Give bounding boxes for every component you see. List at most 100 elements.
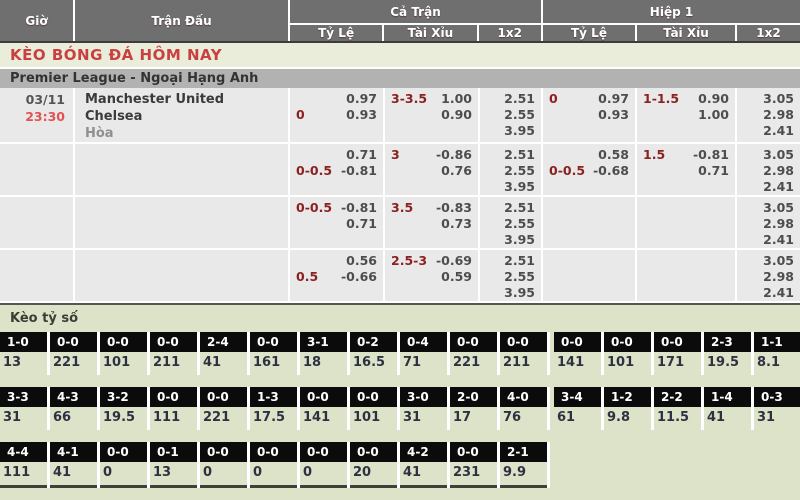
odds-value[interactable]: 2.98 bbox=[763, 269, 794, 284]
score-odds-column[interactable]: 0-0 211 bbox=[150, 332, 200, 375]
odds-line[interactable]: 1.5 -0.81 bbox=[643, 147, 729, 163]
score-odds-column[interactable]: 0-0 221 bbox=[200, 387, 250, 430]
match-teams-cell: Manchester United Chelsea Hòa bbox=[75, 88, 290, 142]
score-odds-column[interactable]: 1-2 9.8 bbox=[604, 387, 654, 430]
score-odds-column[interactable]: 4-0 76 bbox=[500, 387, 550, 430]
score-odds-column[interactable]: 3-2 19.5 bbox=[100, 387, 150, 430]
odds-value[interactable]: 3.05 bbox=[763, 91, 794, 106]
score-odds-column[interactable]: 0-0 141 bbox=[554, 332, 604, 375]
odds-line[interactable]: 0-0.5 -0.68 bbox=[549, 163, 629, 179]
odds-line[interactable]: 0.90 bbox=[391, 107, 472, 123]
odds-line[interactable]: 0.71 bbox=[296, 147, 377, 163]
odds-line[interactable]: 0.76 bbox=[391, 163, 472, 179]
score-odds-column[interactable]: 0-0 161 bbox=[250, 332, 300, 375]
odds-value[interactable]: 2.98 bbox=[763, 216, 794, 231]
odds-value[interactable]: 2.41 bbox=[763, 123, 794, 138]
score-odds-column[interactable]: 3-1 18 bbox=[300, 332, 350, 375]
odds-value[interactable]: 3.95 bbox=[504, 232, 535, 247]
col-header-first-half: Hiệp 1 bbox=[543, 0, 800, 25]
score-odds-column[interactable]: 3-4 61 bbox=[554, 387, 604, 430]
score-odds-column[interactable]: 4-2 41 bbox=[400, 442, 450, 488]
team-away[interactable]: Chelsea bbox=[85, 109, 143, 124]
score-odds-column[interactable]: 1-3 17.5 bbox=[250, 387, 300, 430]
odds-line[interactable]: 3.5 -0.83 bbox=[391, 200, 472, 216]
odds-value[interactable]: 3.05 bbox=[763, 147, 794, 162]
odds-value[interactable]: 2.55 bbox=[504, 163, 535, 178]
odds-value[interactable]: 2.51 bbox=[504, 200, 535, 215]
odds-line[interactable]: 0-0.5 -0.81 bbox=[296, 200, 377, 216]
odds-value[interactable]: 2.98 bbox=[763, 163, 794, 178]
odds-value[interactable]: 3.05 bbox=[763, 253, 794, 268]
score-odds-column[interactable]: 1-1 8.1 bbox=[754, 332, 800, 375]
odds-line[interactable]: 0-0.5 -0.81 bbox=[296, 163, 377, 179]
score-odds-column[interactable]: 0-0 101 bbox=[100, 332, 150, 375]
odds-value[interactable]: 2.41 bbox=[763, 285, 794, 300]
score-cell: 0-0 bbox=[554, 332, 601, 352]
odds-line[interactable]: 0.93 bbox=[549, 107, 629, 123]
odds-value[interactable]: 3.95 bbox=[504, 285, 535, 300]
score-odds-column[interactable]: 1-0 13 bbox=[0, 332, 50, 375]
odds-value[interactable]: 3.95 bbox=[504, 123, 535, 138]
odds-value[interactable]: 2.51 bbox=[504, 147, 535, 162]
odds-value[interactable]: 2.55 bbox=[504, 107, 535, 122]
odds-line[interactable]: 0.71 bbox=[296, 216, 377, 232]
score-odds-column[interactable]: 0-0 211 bbox=[500, 332, 550, 375]
odds-value[interactable]: 2.55 bbox=[504, 269, 535, 284]
score-odds-column[interactable]: 0-4 71 bbox=[400, 332, 450, 375]
odds-line[interactable]: 0.56 bbox=[296, 253, 377, 269]
odds-value[interactable]: 2.51 bbox=[504, 253, 535, 268]
odds-line[interactable]: 0.58 bbox=[549, 147, 629, 163]
col-header-match: Trận Đấu bbox=[75, 0, 290, 42]
odds-value[interactable]: 3.05 bbox=[763, 200, 794, 215]
odds-line[interactable]: 0 0.97 bbox=[549, 91, 629, 107]
odds-line[interactable]: 0.5 -0.66 bbox=[296, 269, 377, 285]
team-home[interactable]: Manchester United bbox=[85, 92, 225, 107]
score-odds-column[interactable]: 2-0 17 bbox=[450, 387, 500, 430]
odds-value[interactable]: 2.51 bbox=[504, 91, 535, 106]
score-odds-column[interactable]: 1-4 41 bbox=[704, 387, 754, 430]
score-odds-column[interactable]: 0-0 101 bbox=[350, 387, 400, 430]
score-odds-column[interactable]: 0-0 0 bbox=[200, 442, 250, 488]
score-odds-column[interactable]: 0-0 0 bbox=[250, 442, 300, 488]
score-odds-column[interactable]: 0-0 0 bbox=[300, 442, 350, 488]
league-bar[interactable]: Premier League - Ngoại Hạng Anh bbox=[0, 66, 800, 88]
odds-value[interactable]: 3.95 bbox=[504, 179, 535, 194]
odds-line[interactable]: 0.73 bbox=[391, 216, 472, 232]
odds-line[interactable]: 0.97 bbox=[296, 91, 377, 107]
score-cell: 0-0 bbox=[100, 442, 147, 462]
score-odds-column[interactable]: 0-2 16.5 bbox=[350, 332, 400, 375]
score-odds-column[interactable]: 4-1 41 bbox=[50, 442, 100, 488]
score-odds-column[interactable]: 0-0 141 bbox=[300, 387, 350, 430]
odds-line[interactable]: 1.00 bbox=[643, 107, 729, 123]
odds-line[interactable]: 3-3.5 1.00 bbox=[391, 91, 472, 107]
score-odds-column[interactable]: 0-0 101 bbox=[604, 332, 654, 375]
odds-line[interactable]: 1-1.5 0.90 bbox=[643, 91, 729, 107]
score-odds-column[interactable]: 2-1 9.9 bbox=[500, 442, 550, 488]
odds-value[interactable]: 2.55 bbox=[504, 216, 535, 231]
score-odds-column[interactable]: 4-4 111 bbox=[0, 442, 50, 488]
score-odds-column[interactable]: 0-0 111 bbox=[150, 387, 200, 430]
score-odds-column[interactable]: 2-2 11.5 bbox=[654, 387, 704, 430]
score-odds-column[interactable]: 0-0 0 bbox=[100, 442, 150, 488]
odds-value[interactable]: 2.98 bbox=[763, 107, 794, 122]
score-odds-column[interactable]: 3-3 31 bbox=[0, 387, 50, 430]
score-odds-column[interactable]: 0-0 171 bbox=[654, 332, 704, 375]
odds-line[interactable]: 0.71 bbox=[643, 163, 729, 179]
odds-value[interactable]: 2.41 bbox=[763, 179, 794, 194]
score-odds-column[interactable]: 0-0 221 bbox=[450, 332, 500, 375]
score-odds-column[interactable]: 0-0 221 bbox=[50, 332, 100, 375]
odds-line[interactable]: 0 0.93 bbox=[296, 107, 377, 123]
score-odds-column[interactable]: 2-4 41 bbox=[200, 332, 250, 375]
score-odds-column[interactable]: 0-0 20 bbox=[350, 442, 400, 488]
odds-line[interactable]: 0.59 bbox=[391, 269, 472, 285]
score-odds-column[interactable]: 2-3 19.5 bbox=[704, 332, 754, 375]
score-cell: 0-2 bbox=[350, 332, 397, 352]
score-odds-column[interactable]: 3-0 31 bbox=[400, 387, 450, 430]
score-odds-column[interactable]: 0-3 31 bbox=[754, 387, 800, 430]
odds-value[interactable]: 2.41 bbox=[763, 232, 794, 247]
odds-line[interactable]: 2.5-3 -0.69 bbox=[391, 253, 472, 269]
score-odds-column[interactable]: 0-0 231 bbox=[450, 442, 500, 488]
score-odds-column[interactable]: 0-1 13 bbox=[150, 442, 200, 488]
odds-line[interactable]: 3 -0.86 bbox=[391, 147, 472, 163]
score-odds-column[interactable]: 4-3 66 bbox=[50, 387, 100, 430]
